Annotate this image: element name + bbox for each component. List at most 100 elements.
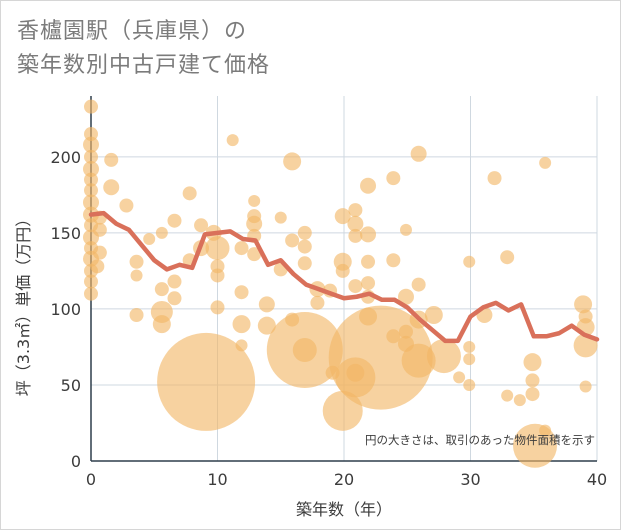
data-bubble bbox=[386, 253, 401, 268]
data-bubble bbox=[234, 285, 249, 300]
y-tick-label: 200 bbox=[50, 148, 81, 167]
data-bubble bbox=[152, 315, 171, 334]
data-bubble bbox=[360, 226, 377, 243]
data-bubble bbox=[129, 308, 144, 322]
data-bubble bbox=[83, 194, 99, 211]
y-tick-label: 50 bbox=[61, 376, 81, 395]
data-bubble bbox=[157, 332, 256, 431]
data-bubble bbox=[167, 291, 182, 306]
data-bubble bbox=[397, 288, 414, 305]
data-bubble bbox=[90, 259, 105, 274]
data-bubble bbox=[226, 134, 239, 147]
data-bubble bbox=[155, 226, 168, 239]
data-bubble bbox=[426, 339, 461, 374]
data-bubble bbox=[297, 225, 312, 240]
data-bubble bbox=[525, 373, 540, 388]
data-bubble bbox=[84, 99, 98, 114]
data-bubble bbox=[194, 218, 209, 233]
data-bubble bbox=[103, 179, 120, 196]
y-tick-label: 0 bbox=[71, 452, 81, 471]
data-bubble bbox=[257, 316, 276, 335]
data-bubble bbox=[235, 339, 248, 352]
y-axis-label: 坪（3.3㎡）単価（万円） bbox=[14, 211, 33, 396]
average-price-line bbox=[88, 210, 600, 344]
data-bubble bbox=[129, 254, 144, 269]
data-bubble bbox=[335, 263, 350, 278]
data-bubble bbox=[525, 387, 540, 402]
data-bubble bbox=[453, 371, 466, 384]
data-bubble bbox=[513, 394, 526, 407]
data-bubble bbox=[487, 171, 502, 186]
data-bubble bbox=[84, 149, 98, 164]
data-bubble bbox=[386, 171, 401, 186]
chart-title-line2: 築年数別中古戸建て価格 bbox=[17, 53, 271, 78]
data-bubble bbox=[104, 152, 119, 167]
data-bubble bbox=[246, 215, 263, 232]
x-tick-label: 20 bbox=[334, 470, 354, 489]
data-bubble bbox=[334, 208, 351, 225]
data-bubble bbox=[539, 156, 552, 169]
data-bubble bbox=[410, 145, 427, 162]
data-bubble bbox=[424, 306, 443, 324]
data-bubble bbox=[130, 269, 143, 282]
data-bubble bbox=[119, 198, 134, 213]
x-tick-label: 30 bbox=[460, 470, 480, 489]
data-bubble bbox=[574, 295, 593, 314]
data-bubble bbox=[283, 152, 302, 171]
data-bubble bbox=[84, 183, 98, 198]
size-annotation: 円の大きさは、取引のあった物件面積を示す bbox=[365, 433, 595, 447]
chart-title: 香櫨園駅（兵庫県）の 築年数別中古戸建て価格 bbox=[17, 15, 270, 83]
data-bubble bbox=[463, 378, 476, 391]
data-bubble bbox=[297, 239, 312, 254]
data-bubble bbox=[248, 194, 261, 207]
data-bubble bbox=[523, 353, 542, 372]
data-bubble bbox=[348, 203, 363, 218]
data-bubble bbox=[210, 268, 225, 283]
data-bubble bbox=[167, 274, 182, 289]
data-bubble bbox=[297, 256, 312, 271]
x-axis-label: 築年数（年） bbox=[296, 500, 392, 519]
data-bubble bbox=[361, 254, 376, 269]
data-bubble bbox=[84, 286, 98, 301]
data-bubble bbox=[500, 250, 515, 265]
data-bubble bbox=[274, 211, 287, 224]
data-bubble bbox=[84, 274, 98, 289]
y-tick-label: 150 bbox=[50, 224, 81, 243]
data-bubble bbox=[411, 277, 426, 292]
data-bubble bbox=[463, 255, 476, 268]
data-bubble bbox=[285, 233, 300, 248]
data-bubble bbox=[292, 337, 317, 362]
data-bubble bbox=[360, 177, 377, 194]
data-bubble bbox=[310, 295, 325, 310]
data-bubble bbox=[182, 186, 197, 201]
data-bubble bbox=[205, 236, 230, 261]
data-bubble bbox=[348, 279, 363, 294]
data-bubble bbox=[539, 424, 552, 437]
data-bubble bbox=[143, 232, 156, 245]
data-bubble bbox=[210, 300, 225, 315]
data-bubble bbox=[92, 222, 107, 237]
data-bubble bbox=[398, 324, 413, 339]
data-bubble bbox=[579, 380, 592, 393]
data-bubble bbox=[83, 161, 99, 177]
data-bubble bbox=[361, 276, 376, 291]
data-bubble bbox=[234, 241, 249, 256]
chart-title-line1: 香櫨園駅（兵庫県）の bbox=[17, 19, 248, 44]
data-bubble bbox=[83, 136, 99, 153]
data-bubble bbox=[399, 223, 412, 236]
data-bubble bbox=[258, 296, 275, 313]
data-bubble bbox=[232, 315, 251, 334]
data-bubble bbox=[92, 245, 107, 260]
data-bubble bbox=[463, 353, 476, 366]
data-bubble bbox=[463, 340, 476, 353]
data-bubble bbox=[401, 343, 436, 378]
data-bubble bbox=[347, 215, 364, 232]
data-bubble bbox=[154, 282, 169, 297]
x-tick-label: 10 bbox=[207, 470, 227, 489]
data-bubble bbox=[247, 247, 262, 262]
data-bubble bbox=[386, 329, 401, 344]
data-bubble bbox=[84, 172, 98, 187]
data-bubble bbox=[348, 228, 363, 243]
